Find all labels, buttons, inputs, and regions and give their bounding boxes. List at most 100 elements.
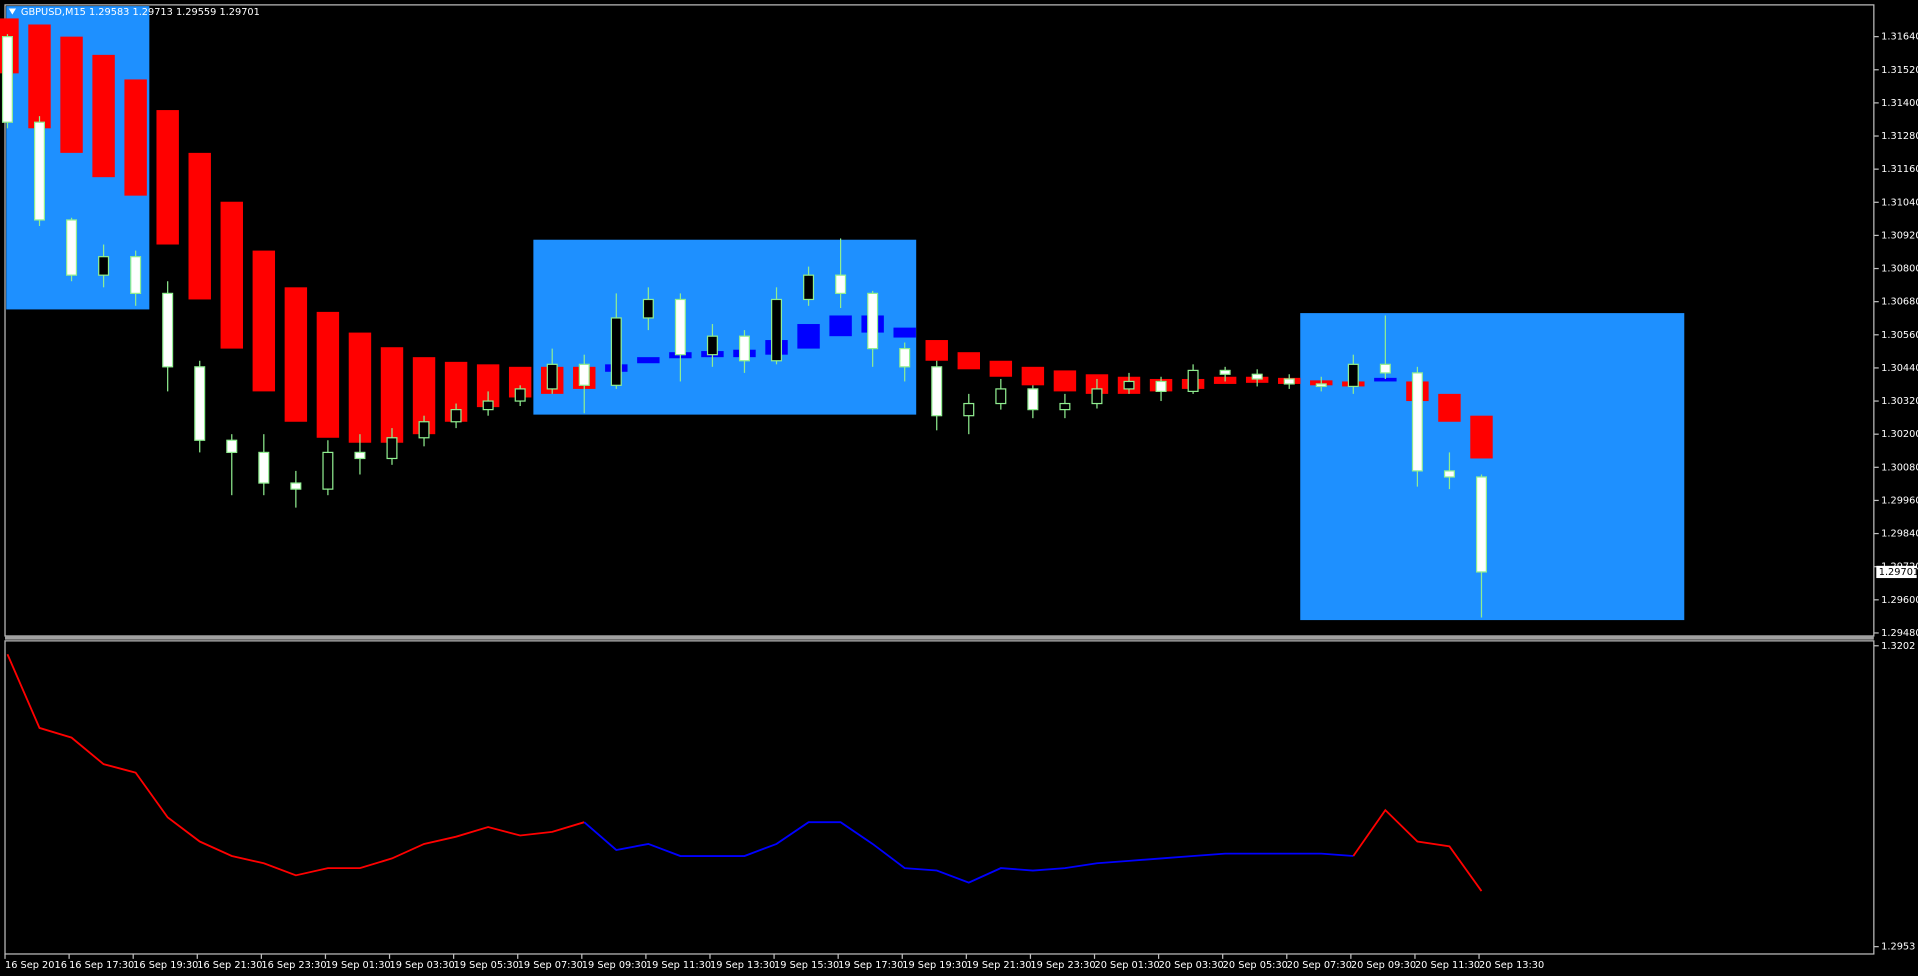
ribbon-bar xyxy=(508,366,532,398)
candle-body xyxy=(1347,363,1359,388)
x-tick-label: 19 Sep 09:30 xyxy=(582,960,647,971)
x-tick-label: 19 Sep 13:30 xyxy=(710,960,775,971)
x-tick-label: 16 Sep 19:30 xyxy=(133,960,198,971)
x-tick-label: 20 Sep 03:30 xyxy=(1159,960,1224,971)
y-tick-label: 1.31640 xyxy=(1881,32,1918,43)
current-price-label: 1.29701 xyxy=(1879,567,1918,578)
y-tick-label: 1.31040 xyxy=(1881,197,1918,208)
ribbon-bar xyxy=(989,360,1013,377)
candle-body xyxy=(995,388,1007,405)
candle-body xyxy=(738,335,750,362)
x-tick-label: 20 Sep 09:30 xyxy=(1351,960,1416,971)
zone xyxy=(1300,313,1685,621)
ribbon-bar xyxy=(188,152,211,300)
x-tick-label: 19 Sep 15:30 xyxy=(774,960,839,971)
x-tick-label: 19 Sep 21:30 xyxy=(966,960,1031,971)
ribbon-bar xyxy=(1021,366,1045,386)
y-tick-label: 1.31160 xyxy=(1881,164,1918,175)
candle-body xyxy=(66,219,78,276)
candle-body xyxy=(322,451,334,490)
candle-body xyxy=(1219,369,1231,375)
y-tick-label: 1.30800 xyxy=(1881,264,1918,275)
chart-title: GBPUSD,M15 1.29583 1.29713 1.29559 1.297… xyxy=(21,7,260,18)
candle-body xyxy=(546,363,558,390)
x-tick-label: 16 Sep 17:30 xyxy=(69,960,134,971)
zone xyxy=(533,239,917,415)
candle-body xyxy=(803,274,815,301)
candle-body xyxy=(450,409,462,423)
ribbon-bar xyxy=(92,54,115,178)
candle-body xyxy=(578,363,590,386)
candle-body xyxy=(1123,380,1135,390)
candle-body xyxy=(226,439,238,454)
highlight-zones xyxy=(6,6,1685,621)
x-tick-label: 20 Sep 05:30 xyxy=(1223,960,1288,971)
candle-body xyxy=(610,317,622,386)
ribbon-bar xyxy=(925,340,948,361)
indicator-line xyxy=(1352,808,1483,892)
sub-frame xyxy=(4,640,1875,955)
ribbon-bar xyxy=(1374,377,1397,382)
x-tick-label: 16 Sep 23:30 xyxy=(261,960,326,971)
candle-body xyxy=(642,298,654,319)
y-tick-label: 1.3202 xyxy=(1881,641,1915,652)
x-tick-label: 19 Sep 03:30 xyxy=(390,960,455,971)
candle-body xyxy=(1283,378,1295,385)
y-tick-label: 1.30920 xyxy=(1881,230,1918,241)
candle-body xyxy=(258,451,270,484)
collapse-arrow[interactable] xyxy=(8,8,17,15)
indicator-line xyxy=(6,653,585,877)
ribbon-bar xyxy=(1438,393,1461,422)
x-tick-label: 16 Sep 21:30 xyxy=(197,960,262,971)
candle-body xyxy=(1315,383,1327,388)
x-tick-label: 19 Sep 07:30 xyxy=(518,960,583,971)
candle-body xyxy=(418,421,430,439)
y-tick-label: 1.2953 xyxy=(1881,942,1915,953)
ribbon-bar xyxy=(380,347,404,443)
candle-body xyxy=(835,274,847,294)
candle-body xyxy=(1475,476,1487,573)
ribbon-bar xyxy=(893,327,916,338)
candle-body xyxy=(194,366,206,441)
y-tick-label: 1.31400 xyxy=(1881,98,1918,109)
y-tick-label: 1.29840 xyxy=(1881,529,1918,540)
x-tick-label: 20 Sep 01:30 xyxy=(1095,960,1160,971)
ribbon-bar xyxy=(348,332,372,443)
ribbon-bar xyxy=(156,110,179,245)
candle-body xyxy=(482,400,494,411)
x-tick-label: 20 Sep 13:30 xyxy=(1479,960,1544,971)
y-tick-label: 1.30440 xyxy=(1881,363,1918,374)
y-tick-label: 1.31280 xyxy=(1881,131,1918,142)
candle-body xyxy=(674,298,686,356)
ribbon-bar xyxy=(220,201,243,349)
ribbon-bar xyxy=(829,315,852,337)
y-tick-label: 1.30680 xyxy=(1881,297,1918,308)
x-tick-label: 19 Sep 19:30 xyxy=(902,960,967,971)
x-tick-label: 19 Sep 11:30 xyxy=(646,960,711,971)
candle-body xyxy=(1,36,13,123)
candle-body xyxy=(931,366,943,417)
candle-body xyxy=(162,292,174,368)
y-tick-label: 1.31520 xyxy=(1881,65,1918,76)
current-price-box xyxy=(1876,565,1917,579)
candle-body xyxy=(867,292,879,350)
candle-body xyxy=(1155,380,1167,393)
ribbon-bar xyxy=(28,24,51,129)
ribbon-bar xyxy=(412,357,436,435)
candle-body xyxy=(1379,363,1391,374)
ribbon-bar xyxy=(60,36,83,153)
y-tick-label: 1.30320 xyxy=(1881,396,1918,407)
x-tick-label: 19 Sep 01:30 xyxy=(325,960,390,971)
x-tick-label: 19 Sep 17:30 xyxy=(838,960,903,971)
ribbon-bar xyxy=(444,361,468,422)
y-tick-label: 1.30560 xyxy=(1881,330,1918,341)
candle-body xyxy=(354,451,366,460)
x-tick-label: 16 Sep 2016 xyxy=(5,960,67,971)
candle-body xyxy=(771,298,783,362)
candle-body xyxy=(899,347,911,368)
ribbon-bar xyxy=(957,352,980,370)
x-tick-label: 20 Sep 07:30 xyxy=(1287,960,1352,971)
x-tick-label: 19 Sep 05:30 xyxy=(454,960,519,971)
